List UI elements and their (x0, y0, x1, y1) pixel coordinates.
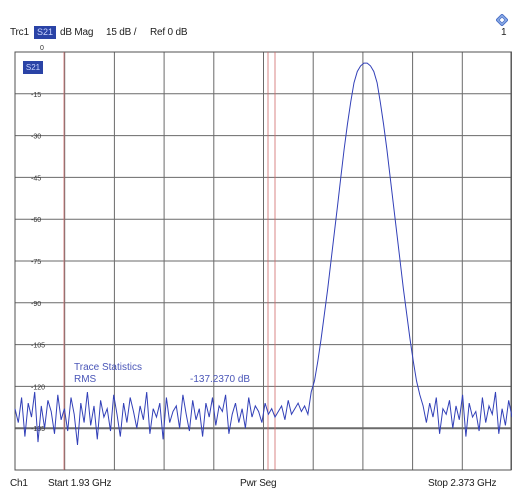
plot-frame (14, 51, 512, 471)
marker-lines (63, 52, 276, 470)
y-tick-label: -75 (31, 259, 41, 266)
stop-freq[interactable]: Stop 2.373 GHz (428, 478, 497, 489)
y-tick-label: -30 (31, 134, 41, 141)
ref-label[interactable]: Ref 0 dB (150, 27, 188, 38)
active-trace-badge[interactable]: S21 (23, 61, 43, 74)
y-tick-label: -90 (31, 301, 41, 308)
sweep-mode[interactable]: Pwr Seg (240, 478, 277, 489)
corner-label: 1 (501, 27, 507, 38)
channel-label[interactable]: Ch1 (10, 478, 28, 489)
y-axis-ticks: 0 -15 -30 -45 -60 -75 -90 -105 -120 -135 (31, 45, 45, 433)
y-tick-label: -45 (31, 175, 41, 182)
trace-label[interactable]: Trc1 (10, 27, 29, 38)
y-tick-label: -135 (31, 426, 45, 433)
scale-label[interactable]: 15 dB / (106, 27, 137, 38)
y-tick-label: -60 (31, 217, 41, 224)
diamond-logo-icon (496, 14, 508, 26)
y-tick-label: -105 (31, 343, 45, 350)
trace-line (14, 62, 512, 445)
param-badge[interactable]: S21 (34, 26, 56, 39)
y-tick-label: -120 (31, 384, 45, 391)
stats-label: RMS (74, 374, 97, 385)
format-label[interactable]: dB Mag (60, 27, 94, 38)
stats-value: -137.2370 dB (190, 374, 251, 385)
plot-grid (14, 51, 512, 471)
y-tick-label: -15 (31, 92, 41, 99)
y-tick-label: 0 (40, 45, 44, 52)
start-freq[interactable]: Start 1.93 GHz (48, 478, 112, 489)
stats-title: Trace Statistics (74, 362, 142, 373)
